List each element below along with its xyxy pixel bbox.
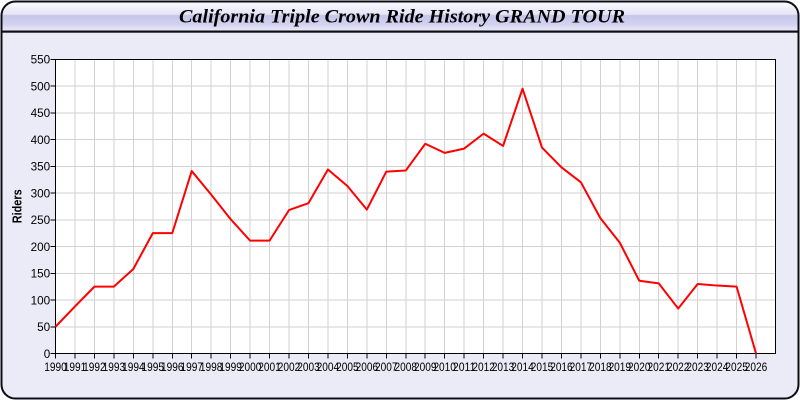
svg-text:1994: 1994 [122, 360, 145, 374]
svg-text:2014: 2014 [511, 360, 534, 374]
svg-text:2015: 2015 [531, 360, 554, 374]
svg-text:350: 350 [31, 160, 51, 174]
svg-text:2018: 2018 [589, 360, 612, 374]
svg-text:2022: 2022 [667, 360, 690, 374]
svg-text:2005: 2005 [336, 360, 359, 374]
svg-text:2009: 2009 [414, 360, 437, 374]
svg-text:2021: 2021 [647, 360, 670, 374]
svg-text:2006: 2006 [356, 360, 379, 374]
svg-text:300: 300 [31, 186, 51, 200]
svg-text:2010: 2010 [433, 360, 456, 374]
svg-text:1998: 1998 [200, 360, 223, 374]
svg-text:2012: 2012 [472, 360, 495, 374]
svg-text:400: 400 [31, 133, 51, 147]
svg-text:1993: 1993 [103, 360, 126, 374]
svg-text:2025: 2025 [725, 360, 748, 374]
svg-text:550: 550 [31, 53, 51, 67]
svg-text:1990: 1990 [44, 360, 67, 374]
svg-text:2013: 2013 [492, 360, 515, 374]
svg-text:2020: 2020 [628, 360, 651, 374]
svg-text:2011: 2011 [453, 360, 476, 374]
svg-text:200: 200 [31, 240, 51, 254]
svg-text:2026: 2026 [745, 360, 768, 374]
svg-text:450: 450 [31, 106, 51, 120]
svg-text:2016: 2016 [550, 360, 573, 374]
svg-text:2019: 2019 [609, 360, 632, 374]
svg-text:1999: 1999 [219, 360, 242, 374]
svg-text:2007: 2007 [375, 360, 398, 374]
svg-text:California Triple Crown Ride H: California Triple Crown Ride History GRA… [179, 6, 625, 27]
svg-text:1996: 1996 [161, 360, 184, 374]
svg-text:500: 500 [31, 79, 51, 93]
svg-text:2000: 2000 [239, 360, 262, 374]
svg-text:50: 50 [37, 320, 50, 334]
svg-text:2002: 2002 [278, 360, 301, 374]
svg-text:1991: 1991 [64, 360, 87, 374]
svg-text:0: 0 [44, 347, 51, 361]
svg-text:250: 250 [31, 213, 51, 227]
svg-text:1995: 1995 [142, 360, 165, 374]
svg-text:150: 150 [31, 267, 51, 281]
svg-text:2008: 2008 [395, 360, 418, 374]
svg-text:1997: 1997 [180, 360, 203, 374]
svg-text:2024: 2024 [706, 360, 729, 374]
svg-text:1992: 1992 [83, 360, 106, 374]
svg-text:2023: 2023 [686, 360, 709, 374]
svg-text:100: 100 [31, 293, 51, 307]
svg-text:2003: 2003 [297, 360, 320, 374]
svg-text:Riders: Riders [11, 189, 25, 223]
svg-text:2004: 2004 [317, 360, 340, 374]
svg-text:2017: 2017 [570, 360, 593, 374]
svg-text:2001: 2001 [258, 360, 281, 374]
